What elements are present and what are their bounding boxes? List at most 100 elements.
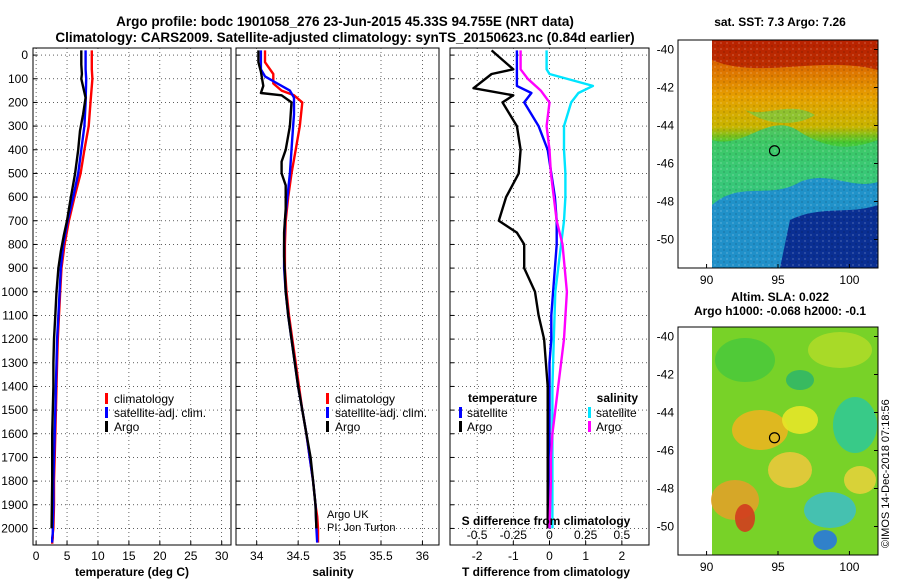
legend-swatch-satellite-adj bbox=[326, 407, 329, 418]
sla-map-subtitle: Argo h1000: -0.068 h2000: -0.1 bbox=[694, 304, 866, 318]
depth-tick-label: 1400 bbox=[1, 379, 28, 393]
depth-tick-label: 1300 bbox=[1, 356, 28, 370]
x-tick-label: 34 bbox=[250, 549, 264, 563]
depth-tick-label: 500 bbox=[8, 166, 28, 180]
temperature-legend: climatology satellite-adj. clim. Argo bbox=[105, 392, 206, 434]
legend-swatch-s-satellite bbox=[588, 407, 591, 418]
map-x-tick-label: 100 bbox=[839, 560, 859, 574]
sst-map-ticks: 90 95 100 -40 -42 -44 -46 -48 -50 bbox=[657, 43, 878, 287]
salinity-difference-x-ticks: -0.5 -0.25 0 0.25 0.5 bbox=[467, 528, 631, 542]
x2-tick-label: -0.5 bbox=[467, 528, 488, 542]
depth-tick-label: 400 bbox=[8, 143, 28, 157]
temperature-plot-frame bbox=[32, 47, 232, 546]
difference-x-ticks: -2 -1 0 1 2 bbox=[472, 541, 626, 563]
x-tick-label: 36 bbox=[416, 549, 430, 563]
x-tick-label: -1 bbox=[508, 549, 519, 563]
depth-tick-label: 1800 bbox=[1, 474, 28, 488]
depth-tick-label: 900 bbox=[8, 261, 28, 275]
legend-swatch-t-satellite bbox=[459, 407, 462, 418]
depth-tick-label: 1100 bbox=[2, 308, 28, 322]
legend-heading-temperature: temperature bbox=[468, 391, 538, 405]
x2-tick-label: -0.25 bbox=[500, 528, 528, 542]
x-tick-label: 1 bbox=[582, 549, 589, 563]
legend-swatch-s-argo bbox=[588, 421, 591, 432]
legend-heading-salinity: salinity bbox=[597, 391, 639, 405]
salinity-grid bbox=[236, 48, 439, 545]
x-tick-label: 35.5 bbox=[369, 549, 393, 563]
map-y-tick-label: -46 bbox=[657, 157, 675, 171]
x-tick-label: 34.5 bbox=[286, 549, 310, 563]
legend-label-argo: Argo bbox=[335, 420, 361, 434]
map-x-tick-label: 100 bbox=[839, 273, 859, 287]
pi-name-label: PI: Jon Turton bbox=[327, 522, 395, 534]
x-tick-label: 30 bbox=[215, 549, 229, 563]
legend-label-t-satellite: satellite bbox=[467, 406, 508, 420]
depth-tick-label: 700 bbox=[8, 214, 28, 228]
map-y-tick-label: -44 bbox=[657, 119, 675, 133]
map-x-tick-label: 95 bbox=[771, 273, 785, 287]
legend-label-t-argo: Argo bbox=[467, 420, 493, 434]
salinity-plot-frame bbox=[235, 47, 440, 546]
x-tick-label: -2 bbox=[472, 549, 483, 563]
legend-swatch-satellite-adj bbox=[105, 407, 108, 418]
depth-tick-label: 0 bbox=[21, 48, 28, 62]
depth-tick-label: 300 bbox=[8, 119, 28, 133]
sla-map-image bbox=[678, 327, 878, 555]
legend-swatch-climatology bbox=[326, 393, 329, 404]
temperature-series bbox=[50, 50, 94, 544]
sla-map-title: Altim. SLA: 0.022 bbox=[731, 290, 829, 304]
map-y-tick-label: -46 bbox=[657, 444, 675, 458]
x2-tick-label: 0.25 bbox=[574, 528, 598, 542]
difference-temperature-legend: temperature satellite Argo bbox=[459, 391, 538, 434]
map-y-tick-label: -40 bbox=[657, 330, 675, 344]
temperature-axis-label: temperature (deg C) bbox=[75, 565, 189, 579]
temperature-x-ticks: 0 5 10 15 20 25 30 bbox=[33, 541, 229, 563]
argo-program-label: Argo UK bbox=[327, 509, 369, 521]
map-y-tick-label: -48 bbox=[657, 482, 675, 496]
temperature-grid bbox=[33, 48, 231, 545]
legend-label-argo: Argo bbox=[114, 420, 140, 434]
map-x-tick-label: 90 bbox=[700, 560, 714, 574]
x-tick-label: 2 bbox=[619, 549, 626, 563]
legend-swatch-argo bbox=[326, 421, 329, 432]
legend-label-satellite-adj: satellite-adj. clim. bbox=[335, 406, 427, 420]
difference-salinity-legend: salinity satellite Argo bbox=[588, 391, 638, 434]
map-y-tick-label: -42 bbox=[657, 81, 675, 95]
x-tick-label: 25 bbox=[184, 549, 198, 563]
legend-swatch-argo bbox=[105, 421, 108, 432]
argo-float-position-marker bbox=[768, 145, 781, 157]
map-y-tick-label: -50 bbox=[657, 520, 675, 534]
depth-tick-label: 800 bbox=[8, 237, 28, 251]
legend-label-climatology: climatology bbox=[335, 392, 395, 406]
argo-float-position-marker bbox=[768, 432, 781, 444]
legend-swatch-t-argo bbox=[459, 421, 462, 432]
x2-tick-label: 0.5 bbox=[614, 528, 631, 542]
depth-tick-label: 1700 bbox=[1, 450, 28, 464]
legend-label-climatology: climatology bbox=[114, 392, 174, 406]
depth-tick-label: 1000 bbox=[1, 285, 28, 299]
map-y-tick-label: -44 bbox=[657, 406, 675, 420]
legend-label-satellite-adj: satellite-adj. clim. bbox=[114, 406, 206, 420]
legend-swatch-climatology bbox=[105, 393, 108, 404]
series-line-argo bbox=[257, 50, 318, 529]
difference-series bbox=[472, 49, 595, 529]
map-y-tick-label: -40 bbox=[657, 43, 675, 57]
difference-grid bbox=[450, 48, 649, 545]
map-y-tick-label: -50 bbox=[657, 233, 675, 247]
x-tick-label: 35 bbox=[333, 549, 347, 563]
s-difference-axis-label: S difference from climatology bbox=[462, 514, 631, 528]
plot-title-line-1: Argo profile: bodc 1901058_276 23-Jun-20… bbox=[116, 14, 574, 29]
depth-tick-label: 2000 bbox=[1, 521, 28, 535]
temperature-profile-panel: 0 5 10 15 20 25 30 temperature (deg C) climato… bbox=[32, 47, 232, 579]
series-line-argo bbox=[50, 50, 87, 529]
x-tick-label: 15 bbox=[122, 549, 136, 563]
legend-label-s-satellite: satellite bbox=[596, 406, 637, 420]
legend-label-s-argo: Argo bbox=[596, 420, 622, 434]
x-tick-label: 20 bbox=[153, 549, 167, 563]
sla-map-panel: Altim. SLA: 0.022 Argo h1000: -0.068 h20… bbox=[657, 290, 879, 574]
depth-tick-label: 600 bbox=[8, 190, 28, 204]
plot-title-line-2: Climatology: CARS2009. Satellite-adjuste… bbox=[55, 30, 634, 45]
x-tick-label: 0 bbox=[33, 549, 40, 563]
x-tick-label: 10 bbox=[91, 549, 105, 563]
